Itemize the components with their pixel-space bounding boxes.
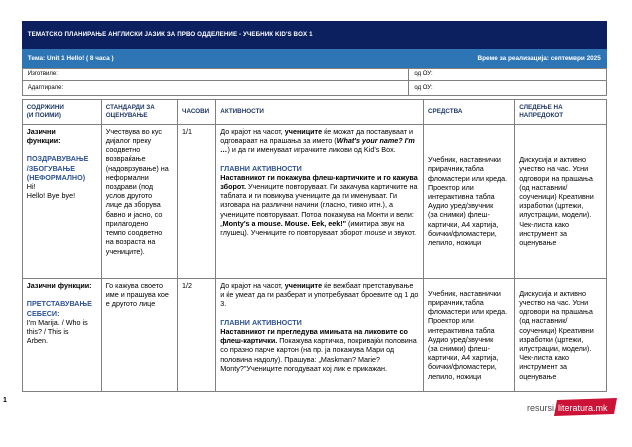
svg-text:resursi.: resursi. xyxy=(527,403,557,413)
svg-text:literatura.mk: literatura.mk xyxy=(558,403,608,413)
